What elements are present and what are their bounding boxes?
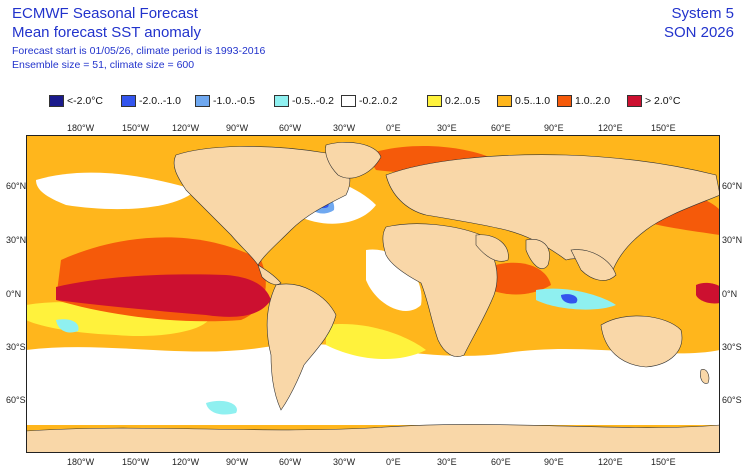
longitude-label: 30°W [333,457,356,467]
legend-swatch [195,95,210,107]
neutral-patch-sind [496,363,626,397]
longitude-label: 60°W [279,457,302,467]
land [26,142,720,453]
legend-label: -2.0..-1.0 [139,95,182,107]
latitude-label: 0°N [6,289,22,299]
legend-label: 0.2..0.5 [445,95,481,107]
neutral-patch-npac [36,172,196,210]
extreme-warm-nino [56,274,271,317]
longitude-label: 180°W [67,123,95,133]
longitude-label: 60°E [491,457,511,467]
latitude-label: 60°N [6,181,27,191]
strong-warm-patch-ind [481,262,551,295]
legend-swatch [627,95,642,107]
latitude-label: 0°N [722,289,738,299]
land-india [525,239,550,269]
longitude-label: 120°E [598,123,623,133]
cool-patch-south [206,400,237,415]
neutral-band-south [26,344,720,425]
legend-label: -0.5..-0.2 [292,95,335,107]
legend-swatch [497,95,512,107]
longitude-label: 30°E [437,457,457,467]
weak-warm-patch-satl [326,324,426,360]
land-north-america [173,146,351,266]
land-eurasia [385,154,720,276]
land-arabia [475,234,509,262]
legend-label: 1.0..2.0 [575,95,611,107]
longitude-label: 150°W [122,457,150,467]
legend-item: -0.5..-0.2 [274,93,334,109]
system-label: System 5 [671,5,734,22]
land-greenland [325,142,382,179]
land-new-zealand [700,369,710,384]
legend-item: 0.5..1.0 [497,93,550,109]
longitude-label: 60°W [279,123,302,133]
sst-anomaly-map [26,135,720,453]
longitude-label: 120°E [598,457,623,467]
latitude-label: 30°S [6,342,26,352]
ensemble-info: Ensemble size = 51, climate size = 600 [12,59,195,71]
latitude-label: 60°N [722,181,743,191]
land-central-america [257,264,282,285]
longitude-label: 90°W [226,457,249,467]
map-frame [26,135,720,453]
land-antarctica [26,424,720,453]
legend-item: -2.0..-1.0 [121,93,181,109]
legend-swatch [427,95,442,107]
longitude-label: 0°E [386,123,401,133]
longitude-label: 150°E [651,123,676,133]
legend-label: > 2.0°C [645,95,681,107]
legend-swatch [49,95,64,107]
longitude-label: 120°W [172,123,200,133]
latitude-label: 30°N [6,235,27,245]
legend-swatch [557,95,572,107]
land-australia [600,315,683,368]
legend-label: -1.0..-0.5 [213,95,256,107]
latitude-label: 60°S [722,395,742,405]
legend-item: -1.0..-0.5 [195,93,255,109]
land-south-america [266,283,337,411]
legend-label: <-2.0°C [67,95,104,107]
latitude-label: 30°N [722,235,743,245]
legend-label: -0.2..0.2 [359,95,398,107]
longitude-label: 90°E [544,123,564,133]
map-subtitle: Mean forecast SST anomaly [12,24,201,41]
legend-swatch [274,95,289,107]
legend-item: <-2.0°C [49,93,103,109]
longitude-label: 0°E [386,457,401,467]
forecast-info: Forecast start is 01/05/26, climate peri… [12,45,266,57]
neutral-patch-eq-atl [366,249,422,311]
legend-item: > 2.0°C [627,93,680,109]
longitude-label: 90°E [544,457,564,467]
season-label: SON 2026 [663,24,734,41]
legend-item: -0.2..0.2 [341,93,398,109]
longitude-label: 150°W [122,123,150,133]
legend-item: 1.0..2.0 [557,93,610,109]
longitude-label: 150°E [651,457,676,467]
latitude-label: 60°S [6,395,26,405]
legend-swatch [121,95,136,107]
legend-item: 0.2..0.5 [427,93,480,109]
cool-patch-eind [561,294,578,304]
longitude-label: 30°E [437,123,457,133]
longitude-label: 90°W [226,123,249,133]
longitude-label: 30°W [333,123,356,133]
map-title: ECMWF Seasonal Forecast [12,5,198,22]
longitude-label: 120°W [172,457,200,467]
legend-swatch [341,95,356,107]
longitude-label: 60°E [491,123,511,133]
extreme-warm-wpac-edge [696,282,720,304]
legend-label: 0.5..1.0 [515,95,551,107]
latitude-label: 30°S [722,342,742,352]
cool-patch-spac [56,319,79,333]
land-southeast-asia [570,249,617,281]
longitude-label: 180°W [67,457,95,467]
